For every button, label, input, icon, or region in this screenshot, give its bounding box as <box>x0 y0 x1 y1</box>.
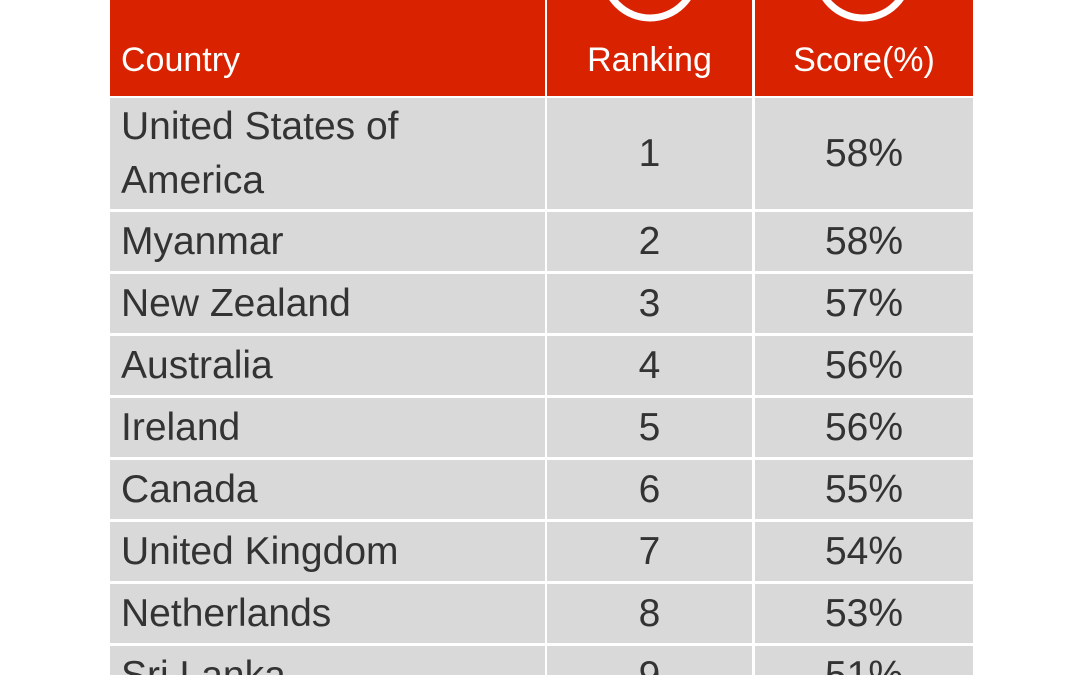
table-cell-text: Netherlands <box>121 591 332 635</box>
table-cell-text: 54% <box>824 529 904 573</box>
table-cell: 55% <box>755 460 973 519</box>
table-cell-text: Sri Lanka <box>121 653 286 675</box>
header-cell-text: Country <box>121 41 241 79</box>
table-cell-text: 7 <box>638 529 661 573</box>
table-cell: 1 <box>547 98 752 209</box>
table-cell: 2 <box>547 212 752 271</box>
header-icons <box>609 0 904 22</box>
table-cell: 58% <box>755 98 973 209</box>
table-cell: United States of America <box>110 98 545 209</box>
table-cell-text: Ireland <box>121 405 241 449</box>
table-cell: 6 <box>547 460 752 519</box>
table-cell-text: 5 <box>638 405 661 449</box>
table-cell: 3 <box>547 274 752 333</box>
table-cell-text: 56% <box>824 405 904 449</box>
table-cell-text: 57% <box>824 281 904 325</box>
table-cell: 56% <box>755 336 973 395</box>
icon-ring <box>609 0 691 22</box>
table-cell-text: 51% <box>824 653 904 675</box>
table-cell-text: Canada <box>121 467 258 511</box>
table-cell: Sri Lanka <box>110 646 545 675</box>
table-cell-text: United States of America <box>121 104 399 202</box>
table-cell: 58% <box>755 212 973 271</box>
table-cell: 7 <box>547 522 752 581</box>
table-cell: 57% <box>755 274 973 333</box>
table-cell-text: 55% <box>824 467 904 511</box>
table-cell: 4 <box>547 336 752 395</box>
table-cell: Myanmar <box>110 212 545 271</box>
table-cell-text: 6 <box>638 467 661 511</box>
header-cell-text: Ranking <box>587 41 712 79</box>
table-cell: United Kingdom <box>110 522 545 581</box>
table-cell-text: 9 <box>638 653 661 675</box>
header-cell-text: Score(%) <box>793 41 935 79</box>
table-cell-text: Myanmar <box>121 219 284 263</box>
header-cell: Country <box>110 0 545 96</box>
table-cell: 56% <box>755 398 973 457</box>
table-cell-text: 58% <box>824 131 904 175</box>
table-cell: Netherlands <box>110 584 545 643</box>
table-cell: 8 <box>547 584 752 643</box>
table-cell: New Zealand <box>110 274 545 333</box>
table-cell: 53% <box>755 584 973 643</box>
table-cell-text: New Zealand <box>121 281 351 325</box>
icon-ring <box>822 0 904 22</box>
table-cell-text: 56% <box>824 343 904 387</box>
table-cell-text: United Kingdom <box>121 529 399 573</box>
table-cell: Ireland <box>110 398 545 457</box>
table-cell-text: 4 <box>638 343 661 387</box>
header-cell: Ranking <box>547 0 752 96</box>
table-cell-text: Australia <box>121 343 273 387</box>
table-cell: 5 <box>547 398 752 457</box>
table-cell: 51% <box>755 646 973 675</box>
table-cell-text: 3 <box>638 281 661 325</box>
table-cell-text: 53% <box>824 591 904 635</box>
table-cell-text: 8 <box>638 591 661 635</box>
table-cell-text: 1 <box>638 131 661 175</box>
table-cell: Australia <box>110 336 545 395</box>
table-cell: 54% <box>755 522 973 581</box>
table-cell: Canada <box>110 460 545 519</box>
table-cell-text: 58% <box>824 219 904 263</box>
table-cell: 9 <box>547 646 752 675</box>
table-cell-text: 2 <box>638 219 661 263</box>
